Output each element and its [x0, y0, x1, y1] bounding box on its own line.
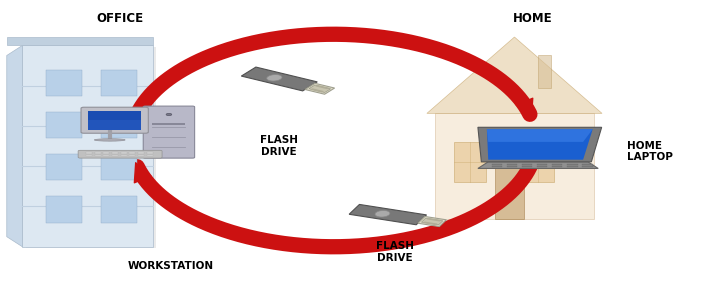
Polygon shape [427, 37, 602, 113]
Bar [537, 164, 547, 165]
Bar [522, 164, 532, 165]
Bar [112, 153, 118, 155]
Polygon shape [349, 205, 426, 225]
Bar [101, 112, 137, 138]
Bar [567, 164, 578, 165]
Bar [112, 152, 118, 153]
Bar [138, 155, 144, 156]
Bar [147, 152, 153, 153]
Bar [46, 112, 83, 138]
Text: FLASH
DRIVE: FLASH DRIVE [260, 135, 298, 157]
Bar [46, 154, 83, 180]
Bar [522, 166, 532, 167]
Text: OFFICE: OFFICE [96, 12, 144, 25]
Bar [121, 152, 127, 153]
Bar [507, 166, 517, 167]
Polygon shape [421, 218, 443, 225]
Bar [104, 155, 109, 156]
FancyBboxPatch shape [81, 107, 149, 133]
Polygon shape [487, 129, 593, 160]
Bar [88, 111, 141, 120]
Bar [26, 47, 157, 248]
Polygon shape [310, 88, 324, 92]
Bar [101, 154, 137, 180]
Bar [537, 166, 547, 167]
Polygon shape [315, 85, 329, 89]
Bar [492, 164, 502, 165]
Polygon shape [418, 216, 447, 226]
Polygon shape [487, 129, 593, 142]
Ellipse shape [94, 139, 125, 141]
Polygon shape [267, 75, 282, 81]
Text: WORKSTATION: WORKSTATION [128, 261, 214, 271]
Bar [435, 113, 594, 219]
Bar [121, 153, 127, 155]
Polygon shape [309, 85, 331, 92]
Bar [582, 164, 593, 165]
Polygon shape [423, 221, 437, 225]
Bar [495, 168, 524, 219]
Bar [46, 70, 83, 96]
Polygon shape [375, 210, 390, 217]
Bar [147, 155, 153, 156]
Bar [138, 152, 144, 153]
Bar [130, 152, 136, 153]
Bar [130, 155, 136, 156]
Polygon shape [478, 127, 602, 162]
Bar [552, 166, 563, 167]
Bar [539, 55, 551, 88]
Text: FLASH
DRIVE: FLASH DRIVE [376, 241, 414, 263]
Bar [104, 153, 109, 155]
Bar [454, 142, 486, 182]
Polygon shape [427, 218, 442, 221]
Bar [121, 155, 127, 156]
Bar [130, 153, 136, 155]
Text: HOME: HOME [513, 12, 552, 25]
Bar [101, 196, 137, 223]
FancyBboxPatch shape [78, 150, 162, 158]
Bar [86, 153, 92, 155]
Bar [147, 153, 153, 155]
Bar [112, 155, 118, 156]
Bar [552, 164, 563, 165]
Bar [523, 142, 554, 182]
Bar [95, 155, 101, 156]
Bar [88, 111, 141, 130]
Bar [567, 166, 578, 167]
Bar [22, 46, 153, 247]
Bar [101, 70, 137, 96]
Text: HOME
LAPTOP: HOME LAPTOP [626, 141, 673, 162]
Bar [95, 152, 101, 153]
Bar [152, 123, 186, 124]
Bar [46, 196, 83, 223]
Bar [507, 164, 517, 165]
Bar [86, 152, 92, 153]
Polygon shape [305, 83, 335, 94]
Bar [492, 166, 502, 167]
Bar [86, 155, 92, 156]
Polygon shape [478, 162, 598, 169]
Bar [138, 153, 144, 155]
Circle shape [166, 114, 172, 115]
Polygon shape [7, 46, 22, 247]
FancyBboxPatch shape [144, 106, 194, 158]
Bar [582, 166, 593, 167]
Bar [7, 37, 153, 46]
Bar [104, 152, 109, 153]
Polygon shape [241, 67, 318, 91]
Bar [95, 153, 101, 155]
